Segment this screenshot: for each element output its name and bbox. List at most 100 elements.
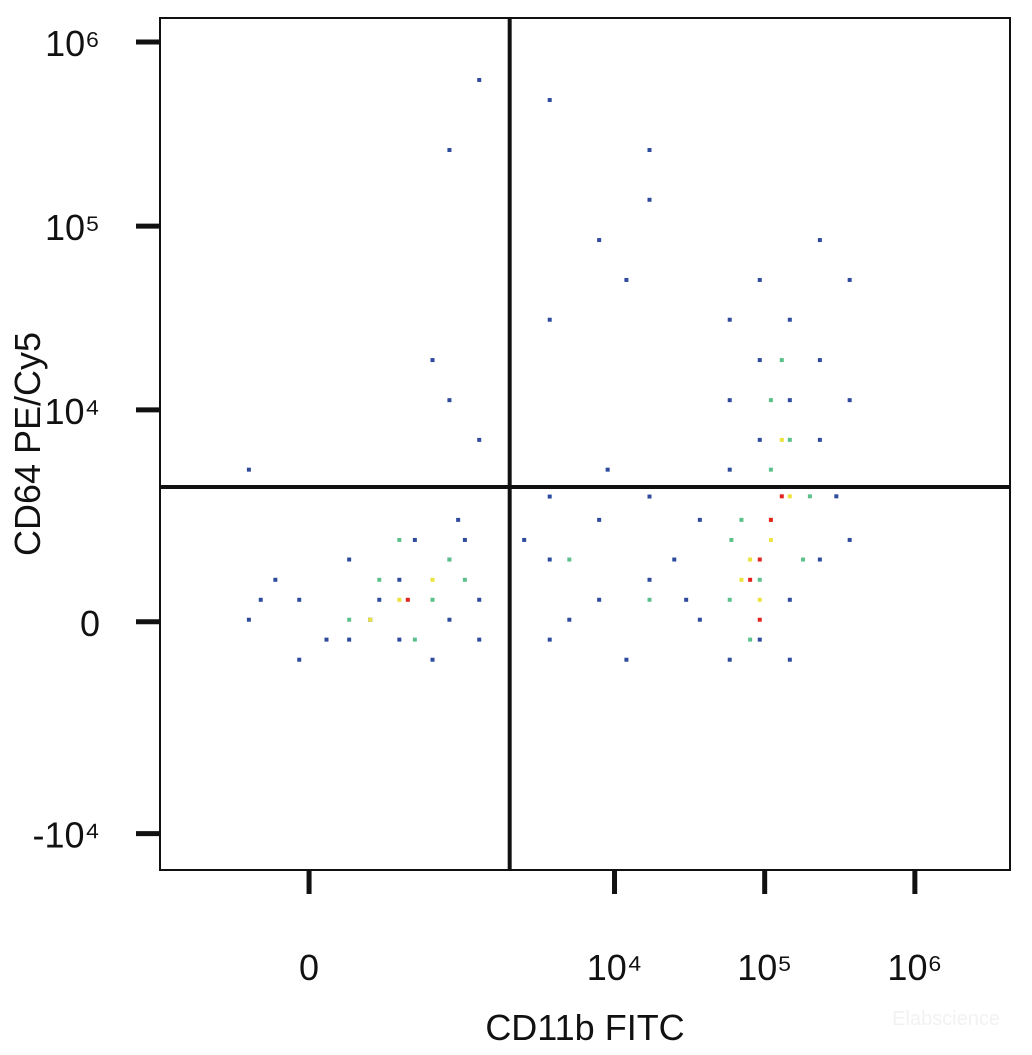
event-dot (647, 494, 652, 499)
event-dot (297, 597, 302, 602)
event-dot (462, 577, 467, 582)
event-dot (787, 398, 792, 403)
event-dot (727, 317, 732, 322)
event-dot (727, 467, 732, 472)
event-dot (605, 467, 610, 472)
event-dot (847, 277, 852, 282)
event-dot (787, 597, 792, 602)
y-tick-label: -10⁴ (33, 815, 101, 856)
event-dot (347, 637, 352, 642)
event-dot (647, 148, 652, 153)
event-dot (477, 637, 482, 642)
event-dot (739, 577, 744, 582)
plot-frame (159, 17, 1011, 871)
event-dot (258, 597, 263, 602)
event-dot (647, 577, 652, 582)
event-dot (748, 637, 753, 642)
event-dot (397, 597, 402, 602)
event-dot (787, 317, 792, 322)
event-dot (787, 657, 792, 662)
event-dot (456, 517, 461, 522)
event-dot (757, 358, 762, 363)
event-dot (324, 637, 329, 642)
event-dot (727, 657, 732, 662)
event-dot (447, 148, 452, 153)
event-dot (768, 537, 773, 542)
event-dot (297, 657, 302, 662)
event-dot (412, 537, 417, 542)
event-dot (412, 637, 417, 642)
event-dot (462, 537, 467, 542)
event-dot (807, 494, 812, 499)
x-tick-label: 10⁶ (887, 947, 942, 988)
x-tick-label: 10⁵ (737, 947, 792, 988)
event-dot (757, 437, 762, 442)
event-dot (430, 577, 435, 582)
event-dot (757, 617, 762, 622)
event-dot (768, 517, 773, 522)
event-dot (547, 637, 552, 642)
watermark: Elabscience (892, 1008, 1000, 1030)
x-tick-label: 0 (299, 947, 319, 988)
event-dot (597, 517, 602, 522)
event-dot (727, 398, 732, 403)
event-dot (368, 617, 373, 622)
event-dot (567, 557, 572, 562)
event-dot (347, 557, 352, 562)
event-dot (697, 617, 702, 622)
event-dot (757, 637, 762, 642)
y-tick-label: 10⁶ (45, 23, 100, 64)
event-dot (547, 494, 552, 499)
event-dot (397, 537, 402, 542)
event-dot (246, 467, 251, 472)
event-dot (727, 597, 732, 602)
event-dot (768, 398, 773, 403)
event-dot (817, 437, 822, 442)
event-dot (757, 597, 762, 602)
event-dot (779, 437, 784, 442)
event-dot (684, 597, 689, 602)
event-dot (430, 597, 435, 602)
event-dot (757, 577, 762, 582)
x-tick-label: 10⁴ (587, 947, 643, 988)
event-dot (787, 437, 792, 442)
event-dot (522, 537, 527, 542)
event-dot (779, 494, 784, 499)
y-tick-label: 0 (80, 603, 100, 644)
event-dot (547, 98, 552, 103)
event-dot (547, 557, 552, 562)
event-dot (748, 577, 753, 582)
event-dot (647, 197, 652, 202)
event-dot (817, 557, 822, 562)
event-dot (801, 557, 806, 562)
y-tick-label: 10⁵ (45, 207, 100, 248)
event-dot (477, 437, 482, 442)
event-dot (757, 277, 762, 282)
event-dot (647, 597, 652, 602)
event-dot (757, 557, 762, 562)
event-dot (347, 617, 352, 622)
event-dot (377, 577, 382, 582)
event-dot (624, 277, 629, 282)
event-dot (847, 398, 852, 403)
event-dot (787, 494, 792, 499)
x-axis-label: CD11b FITC (485, 1007, 684, 1048)
event-dot (397, 577, 402, 582)
event-dot (405, 597, 410, 602)
event-dot (377, 597, 382, 602)
event-dot (847, 537, 852, 542)
event-dot (477, 77, 482, 82)
event-dot (729, 537, 734, 542)
event-dot (748, 557, 753, 562)
event-dot (246, 617, 251, 622)
event-dot (477, 597, 482, 602)
event-dot (447, 617, 452, 622)
event-dot (547, 317, 552, 322)
event-dot (624, 657, 629, 662)
event-dot (768, 467, 773, 472)
event-dot (273, 577, 278, 582)
event-dot (817, 358, 822, 363)
event-dot (397, 637, 402, 642)
